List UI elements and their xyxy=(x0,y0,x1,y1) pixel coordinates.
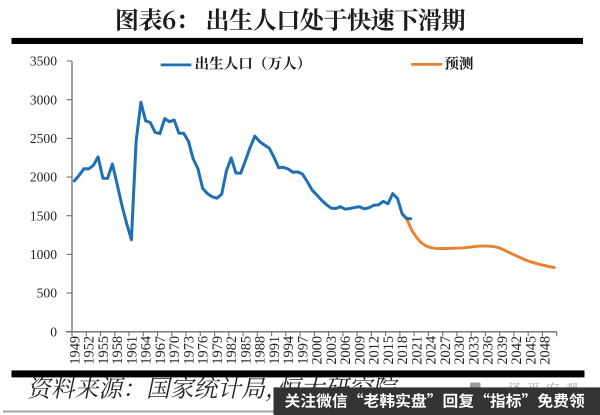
svg-text:2015: 2015 xyxy=(381,336,397,365)
svg-text:2021: 2021 xyxy=(409,336,425,365)
svg-text:1973: 1973 xyxy=(181,336,197,365)
svg-text:2048: 2048 xyxy=(538,336,554,365)
svg-text:2045: 2045 xyxy=(523,336,539,365)
svg-text:1979: 1979 xyxy=(210,336,226,365)
svg-text:2024: 2024 xyxy=(424,336,440,365)
svg-text:1949: 1949 xyxy=(67,336,83,365)
svg-text:1967: 1967 xyxy=(153,336,169,365)
svg-text:1982: 1982 xyxy=(224,336,240,365)
svg-text:2000: 2000 xyxy=(310,336,326,365)
svg-text:2009: 2009 xyxy=(352,336,368,365)
svg-text:2030: 2030 xyxy=(452,336,468,365)
svg-text:1961: 1961 xyxy=(124,336,140,365)
svg-text:1958: 1958 xyxy=(110,336,126,365)
svg-text:3000: 3000 xyxy=(30,92,57,107)
svg-text:1955: 1955 xyxy=(96,336,112,365)
svg-text:1000: 1000 xyxy=(30,247,57,262)
svg-text:2003: 2003 xyxy=(324,336,340,365)
svg-text:1500: 1500 xyxy=(30,208,57,223)
svg-text:2042: 2042 xyxy=(509,336,525,365)
svg-text:1988: 1988 xyxy=(253,336,269,365)
svg-text:2036: 2036 xyxy=(481,336,497,365)
svg-text:1994: 1994 xyxy=(281,336,297,365)
svg-text:1991: 1991 xyxy=(267,336,283,365)
svg-text:2039: 2039 xyxy=(495,336,511,365)
svg-text:1985: 1985 xyxy=(238,336,254,365)
svg-text:2012: 2012 xyxy=(367,336,383,365)
svg-text:1997: 1997 xyxy=(295,336,311,365)
svg-text:2027: 2027 xyxy=(438,336,454,365)
svg-text:3500: 3500 xyxy=(30,54,57,69)
svg-text:2500: 2500 xyxy=(30,131,57,146)
svg-text:2000: 2000 xyxy=(30,170,57,185)
svg-text:0: 0 xyxy=(50,324,57,339)
svg-text:500: 500 xyxy=(37,286,58,301)
svg-text:1952: 1952 xyxy=(82,336,98,365)
svg-text:2018: 2018 xyxy=(395,336,411,365)
svg-text:2006: 2006 xyxy=(338,336,354,365)
svg-text:2033: 2033 xyxy=(466,336,482,365)
svg-text:1970: 1970 xyxy=(167,336,183,365)
svg-text:1964: 1964 xyxy=(139,336,155,365)
svg-text:1976: 1976 xyxy=(196,336,212,365)
